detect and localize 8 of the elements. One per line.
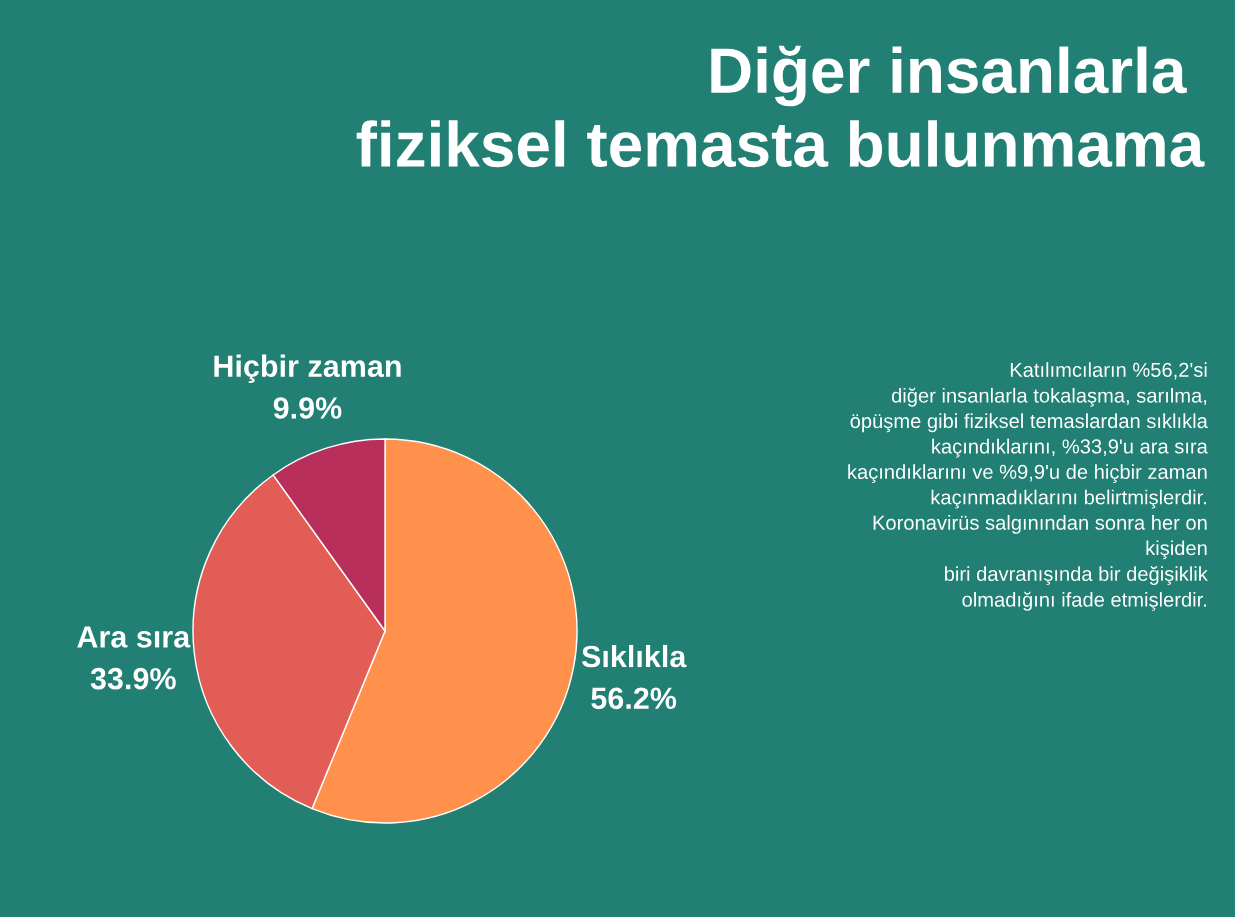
data-label: 33.9%	[90, 667, 176, 690]
slice-label: Ara sıra	[77, 626, 191, 648]
slice-label: Sıklıkla	[581, 644, 687, 668]
data-label: 56.2%	[591, 687, 677, 710]
slice-label: Hiçbir zaman	[214, 354, 401, 384]
chart-title: Diğer insanlarla fiziksel temasta bulunmama	[356, 45, 1205, 168]
data-label: 9.9%	[273, 397, 342, 419]
text: Katılımcıların %56,2'si diğer insanlarla tokalaşma, sarılma, öpüşme gibi fiziksel temaslardan sıklıkla kaçındıklarını, %33,9'u ara sıra kaçındıklarını ve %9,9'u de hiçbir zaman kaçınmadıklarını belirtmişlerdir. Koronavirüs salgınından sonra her on kişiden biri davranışında bir değişiklik olmadığını ifade etmişlerdir.	[848, 362, 1208, 611]
